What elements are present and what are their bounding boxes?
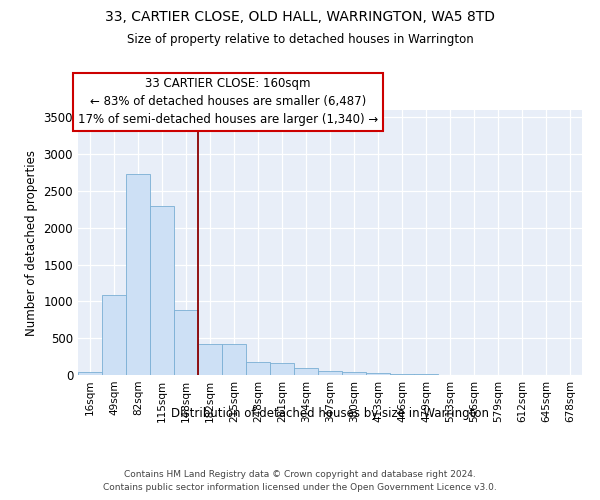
Text: Size of property relative to detached houses in Warrington: Size of property relative to detached ho… xyxy=(127,32,473,46)
Bar xyxy=(174,310,198,375)
Text: Contains public sector information licensed under the Open Government Licence v3: Contains public sector information licen… xyxy=(103,482,497,492)
Bar xyxy=(246,362,270,375)
Text: Contains HM Land Registry data © Crown copyright and database right 2024.: Contains HM Land Registry data © Crown c… xyxy=(124,470,476,479)
Text: 33 CARTIER CLOSE: 160sqm
← 83% of detached houses are smaller (6,487)
17% of sem: 33 CARTIER CLOSE: 160sqm ← 83% of detach… xyxy=(78,78,378,126)
Bar xyxy=(366,373,390,375)
Bar xyxy=(126,174,150,375)
Bar xyxy=(390,374,414,375)
Bar xyxy=(414,374,438,375)
Text: 33, CARTIER CLOSE, OLD HALL, WARRINGTON, WA5 8TD: 33, CARTIER CLOSE, OLD HALL, WARRINGTON,… xyxy=(105,10,495,24)
Bar xyxy=(222,344,246,375)
Bar xyxy=(78,372,102,375)
Bar xyxy=(294,368,318,375)
Bar xyxy=(198,344,222,375)
Bar xyxy=(150,206,174,375)
Bar xyxy=(270,363,294,375)
Bar xyxy=(318,370,342,375)
Y-axis label: Number of detached properties: Number of detached properties xyxy=(25,150,38,336)
Bar xyxy=(342,372,366,375)
Text: Distribution of detached houses by size in Warrington: Distribution of detached houses by size … xyxy=(171,408,489,420)
Bar xyxy=(102,295,126,375)
